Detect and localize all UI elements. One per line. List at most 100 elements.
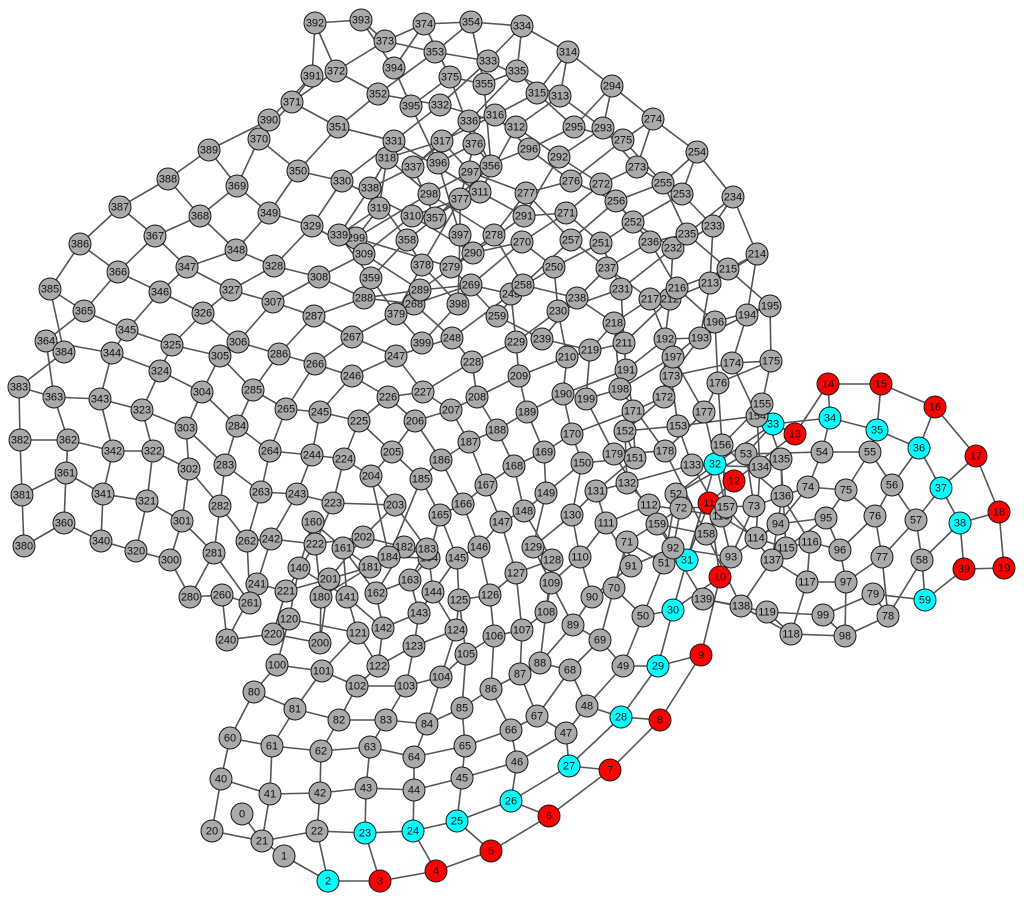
node-label: 397	[451, 230, 469, 242]
node-circle	[568, 545, 592, 569]
node-label: 280	[181, 592, 199, 604]
node-label: 132	[618, 478, 636, 490]
node-97: 97	[834, 570, 858, 594]
node-label: 57	[910, 515, 922, 527]
node-174: 174	[720, 351, 744, 375]
node-circle	[68, 232, 92, 256]
node-label: 265	[277, 404, 295, 416]
node-82: 82	[327, 708, 351, 732]
node-label: 344	[103, 348, 121, 360]
node-171: 171	[621, 399, 645, 423]
node-circle	[504, 330, 528, 354]
node-213: 213	[698, 271, 722, 295]
node-283: 283	[213, 453, 237, 477]
node-399: 399	[410, 331, 434, 355]
node-circle	[721, 185, 745, 209]
node-circle	[685, 140, 709, 164]
node-label: 302	[180, 464, 198, 476]
node-346: 346	[148, 280, 172, 304]
node-label: 46	[511, 757, 523, 769]
node-circle	[653, 439, 677, 463]
node-circle	[213, 453, 237, 477]
node-circle	[560, 503, 584, 527]
node-circle	[814, 506, 838, 530]
node-circle	[929, 476, 953, 500]
node-233: 233	[701, 214, 725, 238]
node-355: 355	[472, 72, 496, 96]
node-314: 314	[556, 40, 580, 64]
node-circle	[691, 587, 715, 611]
node-circle	[358, 555, 382, 579]
node-label: 128	[543, 555, 561, 567]
node-label: 1	[281, 851, 287, 863]
node-label: 143	[410, 608, 428, 620]
node-circle	[537, 804, 561, 828]
node-label: 107	[513, 625, 531, 637]
edge-335-336	[468, 70, 518, 122]
node-label: 41	[264, 789, 276, 801]
edge-352-353	[377, 51, 436, 95]
node-circle	[408, 278, 432, 302]
node-label: 271	[557, 208, 575, 220]
node-61: 61	[260, 734, 284, 758]
node-104: 104	[429, 665, 453, 689]
node-label: 270	[513, 237, 531, 249]
node-circle	[260, 734, 284, 758]
node-circle	[286, 159, 310, 183]
node-202: 202	[351, 525, 375, 549]
node-68: 68	[558, 658, 582, 682]
node-circle	[551, 382, 575, 406]
node-19: 19	[992, 556, 1016, 580]
node-label: 274	[644, 114, 662, 126]
node-124: 124	[444, 618, 468, 642]
node-circle	[230, 802, 254, 826]
node-label: 241	[248, 579, 266, 591]
node-339: 339	[327, 223, 351, 247]
node-329: 329	[300, 214, 324, 238]
node-label: 49	[617, 661, 629, 673]
node-circle	[482, 624, 506, 648]
node-label: 97	[840, 577, 852, 589]
node-circle	[457, 430, 481, 454]
node-42: 42	[308, 781, 332, 805]
node-30: 30	[661, 598, 685, 622]
node-397: 397	[448, 223, 472, 247]
node-label: 100	[268, 660, 286, 672]
node-label: 88	[534, 658, 546, 670]
node-label: 252	[624, 217, 642, 229]
node-circle	[479, 839, 503, 863]
edge-290-310	[411, 215, 474, 254]
node-label: 152	[616, 426, 634, 438]
node-220: 220	[261, 622, 285, 646]
node-circle	[710, 433, 734, 457]
node-label: 272	[592, 179, 610, 191]
node-circle	[148, 280, 172, 304]
node-circle	[277, 607, 301, 631]
node-119: 119	[755, 600, 779, 624]
node-circle	[554, 201, 578, 225]
node-label: 80	[248, 687, 260, 699]
node-circle	[876, 604, 900, 628]
node-71: 71	[615, 530, 639, 554]
node-circle	[450, 696, 474, 720]
node-214: 214	[745, 242, 769, 266]
node-label: 327	[222, 285, 240, 297]
node-label: 99	[817, 610, 829, 622]
node-158: 158	[694, 522, 718, 546]
node-label: 264	[261, 446, 279, 458]
node-circle	[514, 181, 538, 205]
node-circle	[542, 255, 566, 279]
node-label: 330	[333, 176, 351, 188]
node-380: 380	[12, 534, 36, 558]
node-circle	[546, 299, 570, 323]
node-label: 313	[551, 91, 569, 103]
node-label: 127	[507, 568, 525, 580]
node-label: 191	[617, 365, 635, 377]
node-label: 391	[303, 71, 321, 83]
node-label: 81	[289, 704, 301, 716]
node-123: 123	[402, 634, 426, 658]
node-circle	[558, 658, 582, 682]
node-320: 320	[124, 539, 148, 563]
node-117: 117	[795, 570, 819, 594]
node-378: 378	[410, 253, 434, 277]
